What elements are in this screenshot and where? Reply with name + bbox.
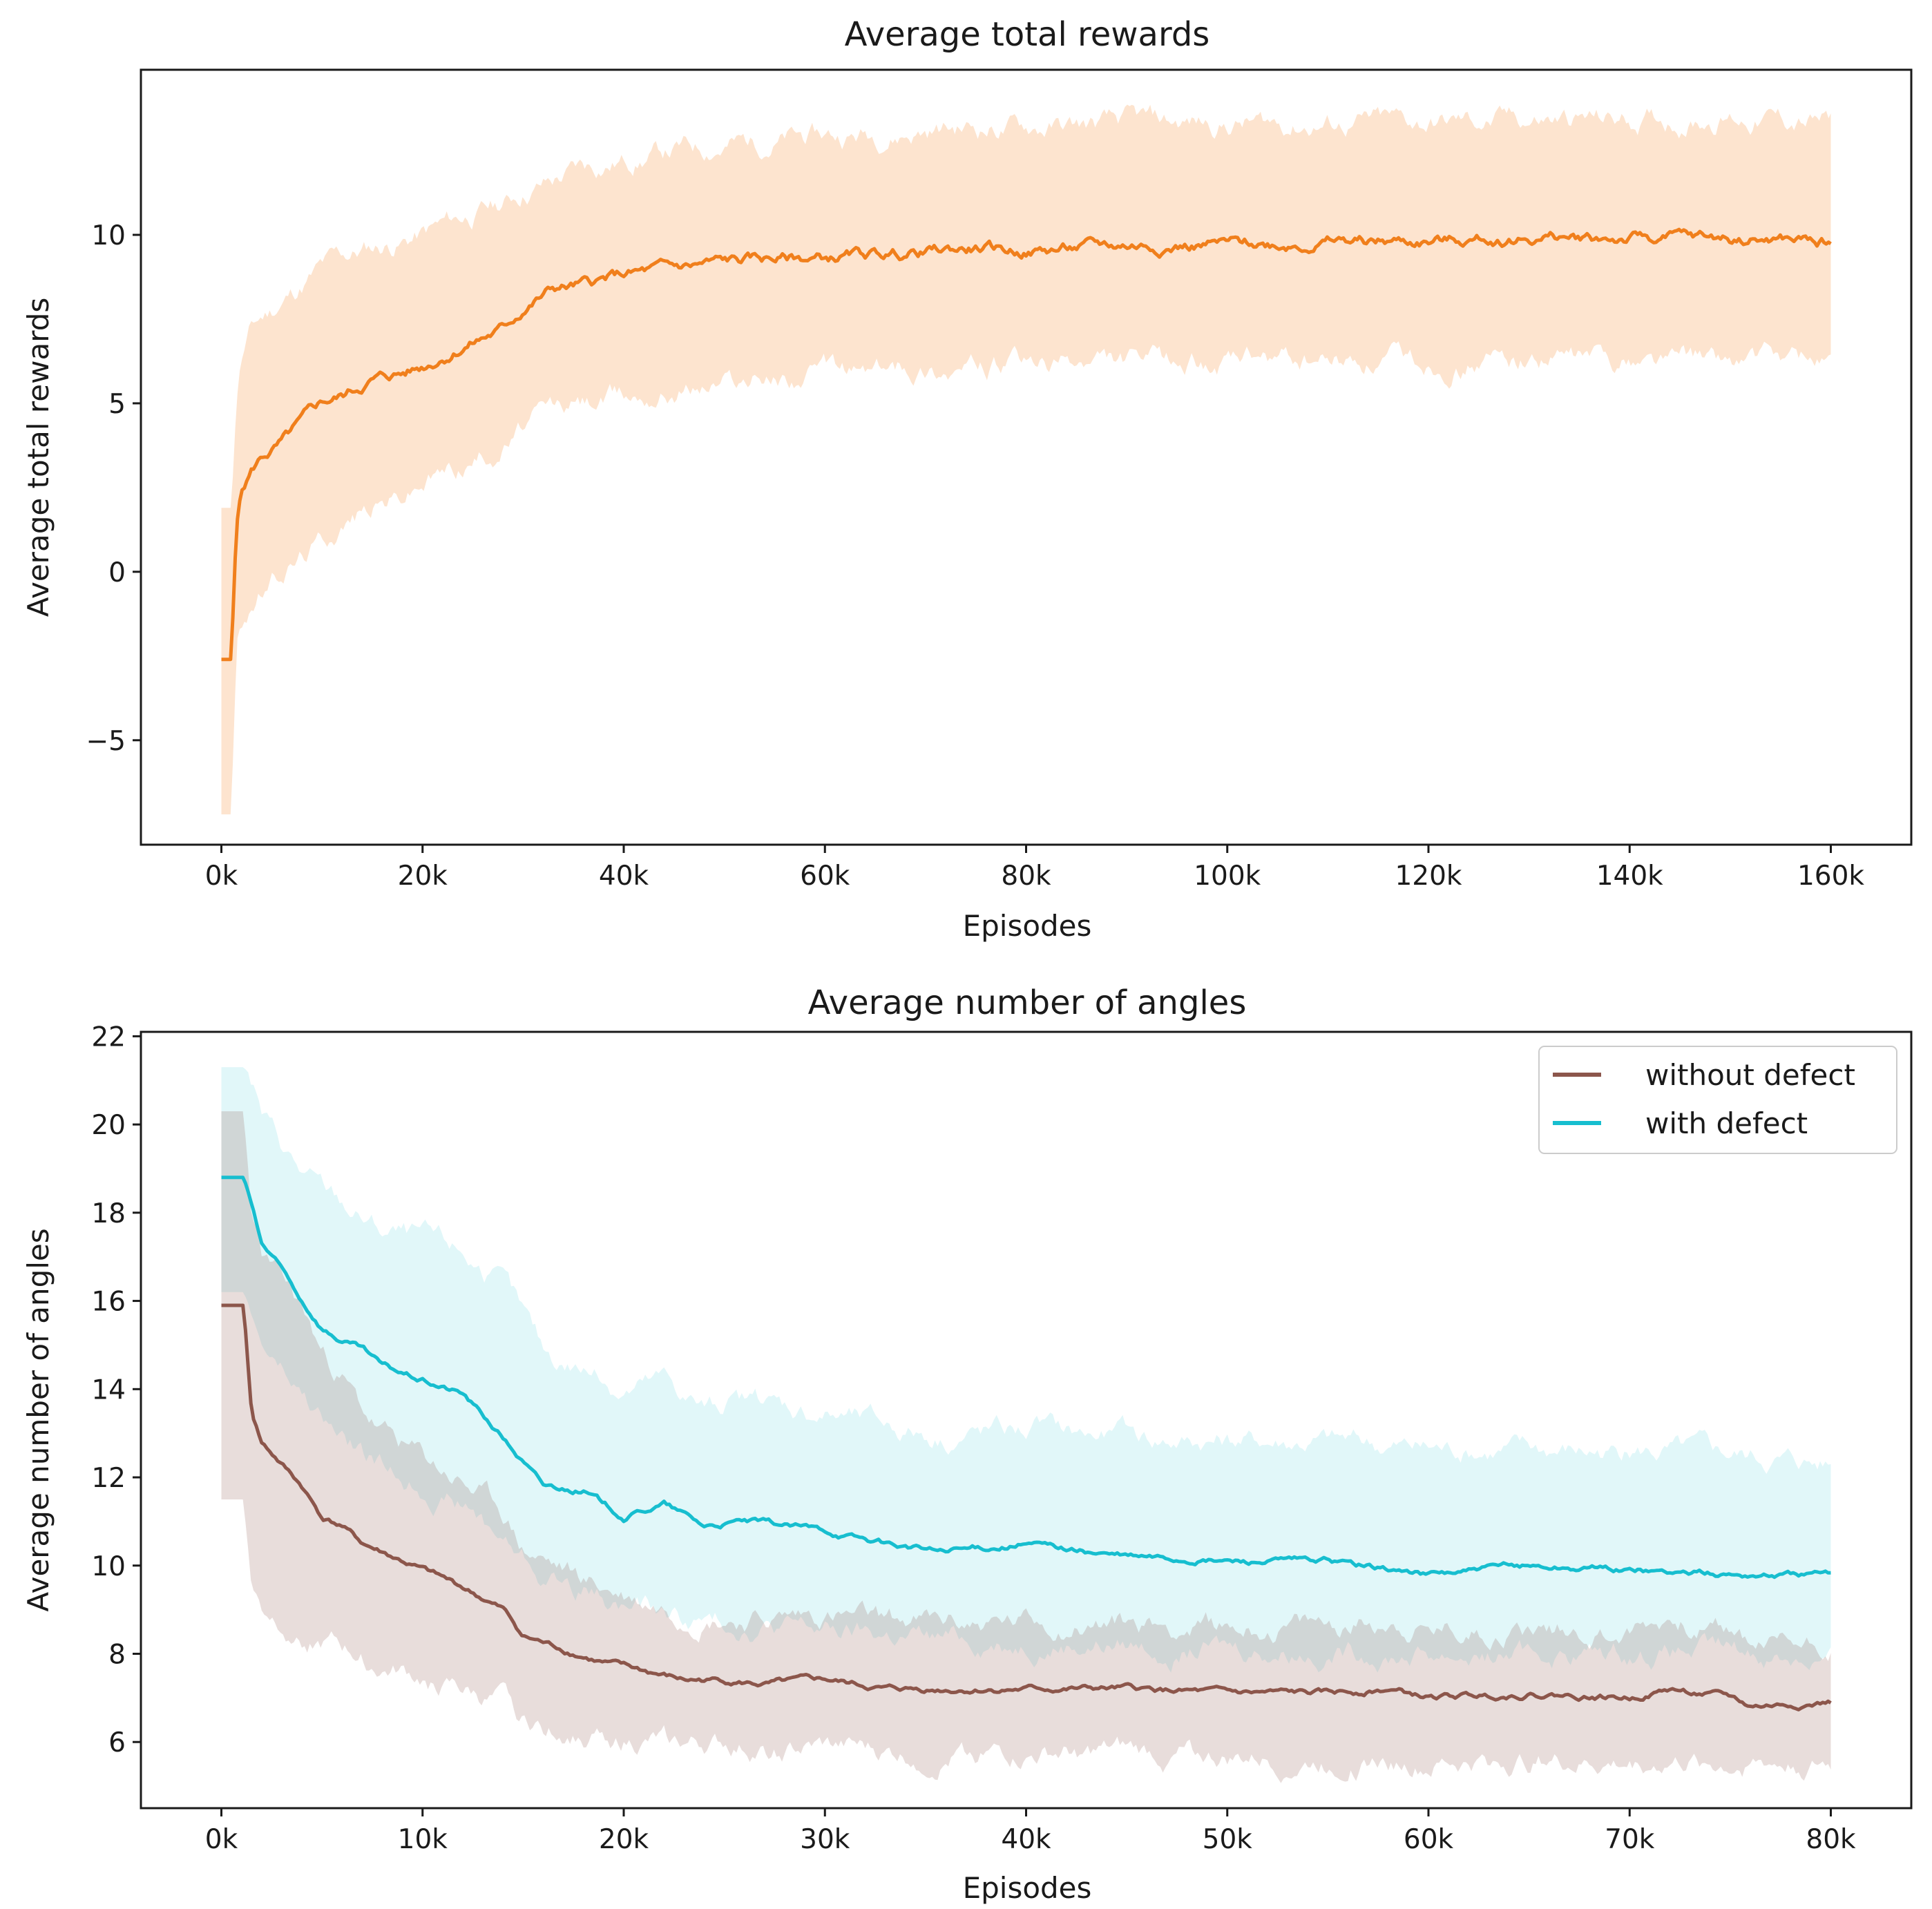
angles-chart-title: Average number of angles (808, 984, 1247, 1022)
angles-y-ticks: 6 8 10 12 14 16 18 20 22 (91, 1021, 141, 1758)
angles-y-tick-label: 8 (108, 1639, 126, 1670)
rewards-x-tick-label: 80k (1001, 861, 1051, 892)
with-defect-mean-line (221, 1176, 1831, 1580)
rewards-mean-line (221, 227, 1832, 662)
angles-y-tick-label: 12 (91, 1463, 126, 1494)
rewards-x-ticks: 0k 20k 40k 60k 80k 100k 120k 140k 160k (205, 845, 1864, 892)
angles-y-tick-label: 22 (91, 1021, 126, 1053)
angles-x-tick-label: 70k (1605, 1824, 1655, 1855)
rewards-y-tick-label: 10 (91, 220, 126, 251)
rewards-x-tick-label: 60k (800, 861, 850, 892)
angles-x-tick-label: 10k (398, 1824, 448, 1855)
rewards-x-tick-label: 20k (398, 861, 448, 892)
rewards-x-tick-label: 0k (205, 861, 238, 892)
rewards-x-tick-label: 140k (1596, 861, 1663, 892)
angles-y-tick-label: 16 (91, 1287, 126, 1318)
angles-y-tick-label: 14 (91, 1374, 126, 1406)
legend: without defect with defect (1538, 1046, 1897, 1154)
angles-x-tick-label: 20k (599, 1824, 649, 1855)
angles-chart: Average number of angles 0k 10k 20k 30k 40k 5… (21, 984, 1913, 1905)
legend-label-with-defect: with defect (1645, 1106, 1808, 1140)
rewards-y-tick-label: −5 (86, 726, 126, 757)
rewards-y-tick-label: 5 (108, 389, 126, 420)
angles-lines (221, 1176, 1832, 1711)
angles-y-axis-label: Average number of angles (21, 1228, 55, 1611)
rewards-std-band-area (221, 104, 1831, 815)
angles-x-tick-label: 0k (205, 1824, 238, 1855)
legend-label-without-defect: without defect (1645, 1058, 1855, 1092)
angles-y-tick-label: 20 (91, 1110, 126, 1141)
angles-x-tick-label: 40k (1001, 1824, 1051, 1855)
angles-x-tick-label: 60k (1404, 1824, 1454, 1855)
legend-box (1538, 1046, 1897, 1154)
rewards-x-axis-label: Episodes (963, 909, 1092, 943)
rewards-chart: Average total rewards 0k 20k 40k 60k 80k 100k… (21, 15, 1913, 943)
angles-y-tick-label: 6 (108, 1727, 126, 1758)
rewards-std-band (221, 104, 1831, 815)
angles-x-axis-label: Episodes (963, 1871, 1092, 1905)
rewards-x-tick-label: 100k (1194, 861, 1261, 892)
rewards-x-tick-label: 40k (599, 861, 649, 892)
angles-x-tick-label: 30k (800, 1824, 850, 1855)
without-defect-mean-line (221, 1303, 1832, 1711)
rewards-chart-title: Average total rewards (845, 15, 1210, 54)
rewards-x-tick-label: 120k (1395, 861, 1462, 892)
rewards-x-tick-label: 160k (1797, 861, 1864, 892)
angles-y-tick-label: 10 (91, 1551, 126, 1582)
angles-x-tick-label: 80k (1806, 1824, 1856, 1855)
angles-x-ticks: 0k 10k 20k 30k 40k 50k 60k 70k 80k (205, 1808, 1856, 1855)
rewards-y-axis-label: Average total rewards (21, 298, 55, 617)
rewards-lines (221, 227, 1832, 662)
rewards-y-tick-label: 0 (108, 557, 126, 588)
rewards-y-ticks: −5 0 5 10 (86, 220, 141, 757)
angles-y-tick-label: 18 (91, 1198, 126, 1229)
angles-x-tick-label: 50k (1203, 1824, 1253, 1855)
without-defect-std-band (221, 1111, 1831, 1783)
